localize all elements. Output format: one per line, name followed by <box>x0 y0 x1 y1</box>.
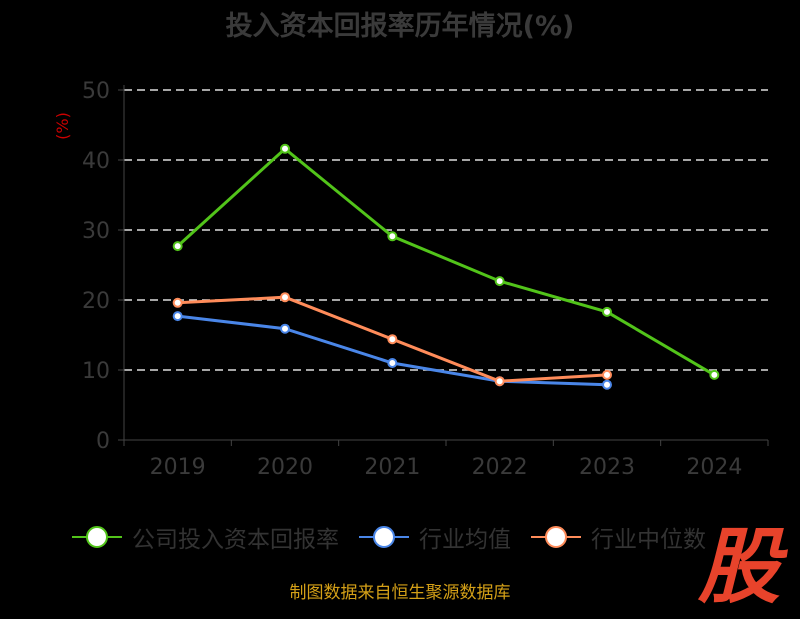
data-point <box>602 379 612 390</box>
y-axis-label: (%) <box>53 112 72 140</box>
data-point <box>602 369 612 380</box>
data-point <box>494 276 505 287</box>
y-tick-label: 20 <box>82 289 110 314</box>
x-tick-label: 2022 <box>472 455 528 480</box>
legend-label: 公司投入资本回报率 <box>132 527 339 553</box>
x-tick-label: 2020 <box>257 455 313 480</box>
data-point <box>387 358 398 368</box>
legend: 公司投入资本回报率 行业均值 行业中位数 <box>72 520 726 554</box>
data-point <box>387 334 398 345</box>
data-point <box>709 369 720 380</box>
legend-marker-icon <box>72 525 122 549</box>
x-tick-label: 2019 <box>150 455 206 480</box>
series-line-0 <box>176 146 716 377</box>
y-tick-label: 0 <box>96 429 110 454</box>
legend-label: 行业均值 <box>419 527 511 553</box>
data-point <box>172 297 183 308</box>
data-point <box>602 306 612 317</box>
line-chart: 0 10 20 30 40 50 (%) 2019 2020 2021 2022 2023 2024 <box>53 79 769 480</box>
data-point <box>280 292 290 303</box>
data-point <box>172 311 183 322</box>
legend-item[interactable]: 行业中位数 <box>531 520 706 554</box>
y-tick-label: 50 <box>82 79 110 104</box>
logo-watermark: 股 <box>698 520 780 615</box>
data-point <box>280 323 290 334</box>
data-point <box>280 143 290 154</box>
source-note: 制图数据来自恒生聚源数据库 <box>289 583 511 603</box>
data-point <box>387 231 398 242</box>
y-tick-label: 40 <box>82 149 110 174</box>
x-tick-label: 2023 <box>579 455 635 480</box>
y-tick-label: 10 <box>82 359 110 384</box>
legend-label: 行业中位数 <box>591 527 706 553</box>
y-tick-label: 30 <box>82 219 110 244</box>
x-tick-label: 2021 <box>364 455 420 480</box>
legend-marker-icon <box>531 525 581 549</box>
series-line-1 <box>177 314 608 387</box>
chart-title: 投入资本回报率历年情况(%) <box>225 11 575 42</box>
legend-marker-icon <box>359 525 409 549</box>
data-point <box>494 376 505 387</box>
data-point <box>172 241 183 252</box>
legend-item[interactable]: 公司投入资本回报率 <box>72 520 339 554</box>
legend-item[interactable]: 行业均值 <box>359 520 511 554</box>
x-tick-label: 2024 <box>686 455 742 480</box>
